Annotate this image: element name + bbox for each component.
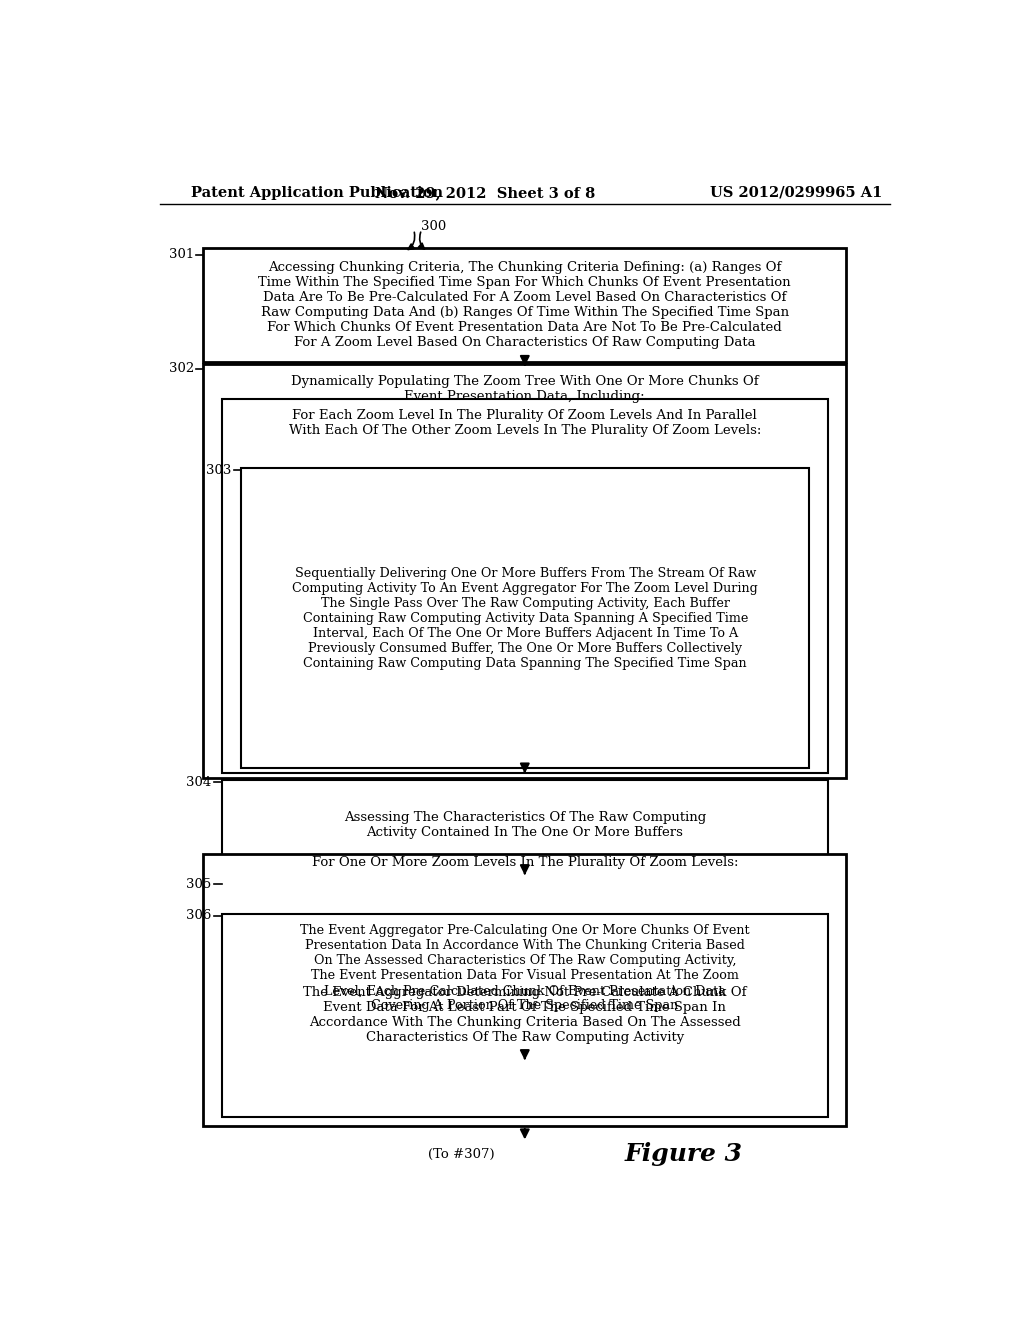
- Text: For One Or More Zoom Levels In The Plurality Of Zoom Levels:: For One Or More Zoom Levels In The Plura…: [311, 857, 738, 870]
- Text: Figure 3: Figure 3: [625, 1143, 742, 1167]
- Text: Accessing Chunking Criteria, The Chunking Criteria Defining: (a) Ranges Of
Time : Accessing Chunking Criteria, The Chunkin…: [258, 261, 792, 348]
- Text: US 2012/0299965 A1: US 2012/0299965 A1: [710, 186, 882, 199]
- Text: 305: 305: [186, 878, 211, 891]
- Text: 306: 306: [186, 909, 211, 923]
- FancyBboxPatch shape: [204, 364, 846, 779]
- FancyBboxPatch shape: [221, 913, 828, 1117]
- FancyBboxPatch shape: [204, 248, 846, 362]
- Text: Patent Application Publication: Patent Application Publication: [191, 186, 443, 199]
- Text: Dynamically Populating The Zoom Tree With One Or More Chunks Of
Event Presentati: Dynamically Populating The Zoom Tree Wit…: [291, 375, 759, 403]
- Text: Sequentially Delivering One Or More Buffers From The Stream Of Raw
Computing Act: Sequentially Delivering One Or More Buff…: [292, 566, 758, 669]
- FancyBboxPatch shape: [204, 854, 846, 1126]
- Text: The Event Aggregator Determining Not Pre-Calculate A Chunk Of
Event Data For At : The Event Aggregator Determining Not Pre…: [303, 986, 746, 1044]
- Text: 304: 304: [186, 776, 211, 789]
- Text: The Event Aggregator Pre-Calculating One Or More Chunks Of Event
Presentation Da: The Event Aggregator Pre-Calculating One…: [300, 924, 750, 1012]
- Text: 302: 302: [169, 362, 194, 375]
- FancyBboxPatch shape: [221, 399, 828, 774]
- Text: 300: 300: [421, 220, 446, 234]
- Text: (To #307): (To #307): [428, 1148, 495, 1162]
- Text: Assessing The Characteristics Of The Raw Computing
Activity Contained In The One: Assessing The Characteristics Of The Raw…: [344, 812, 706, 840]
- Text: 301: 301: [169, 248, 194, 261]
- Text: 303: 303: [206, 463, 231, 477]
- FancyBboxPatch shape: [221, 882, 828, 1055]
- Text: For Each Zoom Level In The Plurality Of Zoom Levels And In Parallel
With Each Of: For Each Zoom Level In The Plurality Of …: [289, 409, 761, 437]
- Text: Nov. 29, 2012  Sheet 3 of 8: Nov. 29, 2012 Sheet 3 of 8: [375, 186, 595, 199]
- FancyBboxPatch shape: [221, 780, 828, 870]
- FancyBboxPatch shape: [242, 469, 809, 768]
